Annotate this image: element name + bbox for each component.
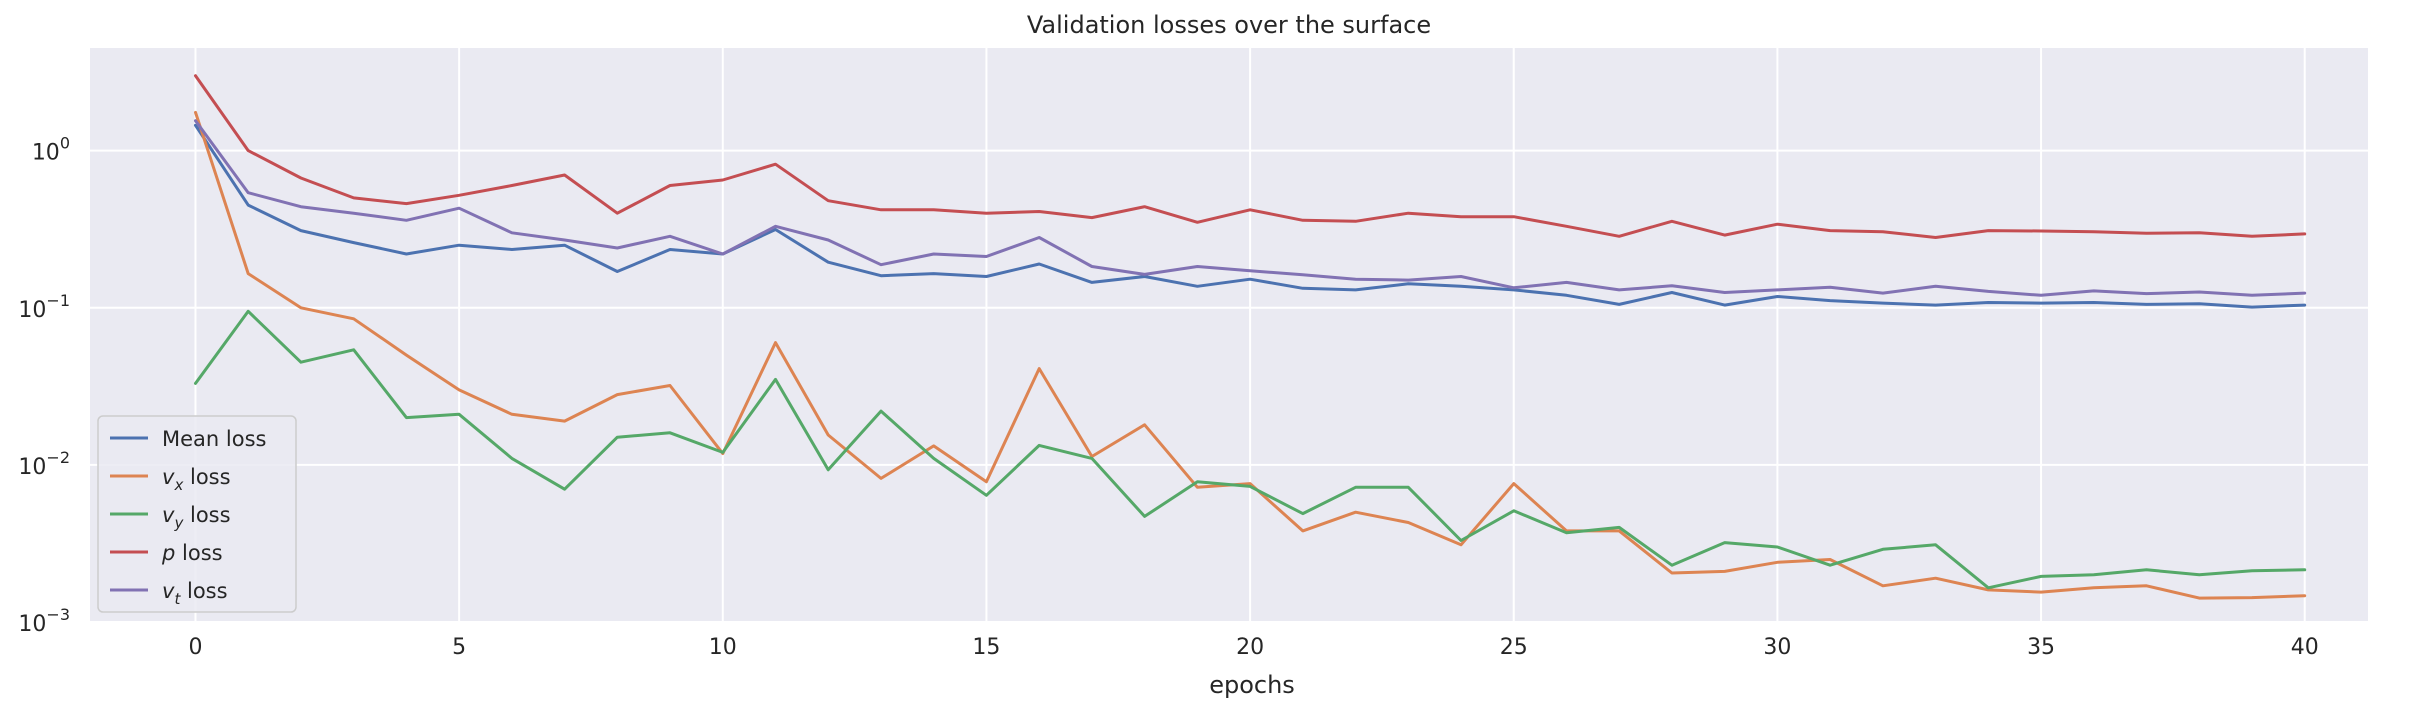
x-tick-label: 5 bbox=[452, 635, 466, 660]
chart-title: Validation losses over the surface bbox=[1027, 11, 1431, 39]
plot-area bbox=[90, 48, 2368, 622]
legend-label-p: p loss bbox=[161, 541, 223, 565]
series-line-vy bbox=[194, 309, 2307, 590]
y-axis-ticks: 100 10−1 10−2 10−3 bbox=[18, 134, 70, 637]
legend: Mean loss vx loss vy loss p loss vt loss bbox=[97, 415, 297, 613]
x-tick-label: 15 bbox=[972, 635, 1000, 660]
x-tick-label: 25 bbox=[1500, 635, 1528, 660]
x-tick-label: 10 bbox=[709, 635, 737, 660]
series-line-p bbox=[194, 74, 2307, 239]
legend-label-vt: vt loss bbox=[162, 579, 228, 608]
x-tick-label: 30 bbox=[1763, 635, 1791, 660]
x-axis-ticks: 0 5 10 15 20 25 30 35 40 bbox=[188, 635, 2318, 660]
series-line-vx bbox=[194, 110, 2307, 600]
x-tick-label: 40 bbox=[2291, 635, 2319, 660]
x-axis-title: epochs bbox=[1209, 671, 1295, 699]
legend-label-vx: vx loss bbox=[162, 465, 231, 494]
legend-box bbox=[97, 415, 297, 613]
y-tick-label: 10−2 bbox=[18, 448, 70, 480]
x-tick-label: 35 bbox=[2027, 635, 2055, 660]
y-tick-label: 10−1 bbox=[18, 291, 70, 323]
series-line-vt bbox=[194, 119, 2307, 297]
grid bbox=[90, 48, 2368, 623]
series-line-mean bbox=[194, 123, 2307, 309]
y-tick-label: 10−3 bbox=[18, 605, 70, 637]
x-tick-label: 20 bbox=[1236, 635, 1264, 660]
y-tick-label: 100 bbox=[32, 134, 70, 166]
legend-label-vy: vy loss bbox=[162, 503, 231, 532]
x-tick-label: 0 bbox=[188, 635, 202, 660]
legend-label-mean: Mean loss bbox=[162, 427, 266, 451]
series-lines bbox=[194, 74, 2307, 600]
